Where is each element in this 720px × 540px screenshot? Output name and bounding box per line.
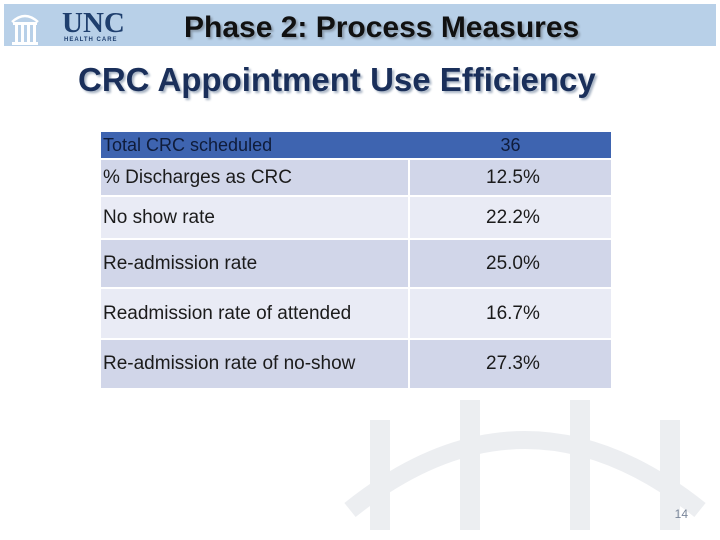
logo-subtext: HEALTH CARE bbox=[64, 37, 118, 43]
row-value: 25.0% bbox=[410, 239, 611, 289]
row-label: % Discharges as CRC bbox=[101, 159, 408, 197]
table-header-label: Total CRC scheduled bbox=[101, 132, 408, 160]
row-label: Re-admission rate of no-show bbox=[101, 339, 408, 390]
table-header-value: 36 bbox=[410, 132, 611, 160]
old-well-logo-icon bbox=[11, 14, 39, 45]
table-row: Readmission rate of attended 16.7% bbox=[101, 288, 611, 340]
row-label: Re-admission rate bbox=[101, 239, 408, 289]
header-bar: UNC HEALTH CARE Phase 2: Process Measure… bbox=[4, 4, 716, 46]
table-row: No show rate 22.2% bbox=[101, 196, 611, 240]
row-value: 22.2% bbox=[410, 196, 611, 240]
column-divider bbox=[408, 239, 410, 289]
column-divider bbox=[408, 159, 410, 197]
table-row: Re-admission rate of no-show 27.3% bbox=[101, 339, 611, 390]
slide-title: CRC Appointment Use Efficiency bbox=[78, 61, 596, 98]
row-value: 16.7% bbox=[410, 288, 611, 340]
logo-text: UNC bbox=[62, 7, 125, 39]
metrics-table: Total CRC scheduled 36 % Discharges as C… bbox=[101, 132, 611, 390]
page-number: 14 bbox=[674, 507, 688, 521]
table-row: Re-admission rate 25.0% bbox=[101, 239, 611, 289]
column-divider bbox=[408, 196, 410, 240]
row-label: No show rate bbox=[101, 196, 408, 240]
row-label: Readmission rate of attended bbox=[101, 288, 408, 340]
column-divider bbox=[408, 132, 410, 160]
old-well-watermark-icon bbox=[344, 400, 706, 530]
row-value: 27.3% bbox=[410, 339, 611, 390]
header-title: Phase 2: Process Measures bbox=[184, 11, 580, 44]
column-divider bbox=[408, 288, 410, 340]
table-row: % Discharges as CRC 12.5% bbox=[101, 159, 611, 197]
column-divider bbox=[408, 339, 410, 390]
row-value: 12.5% bbox=[410, 159, 611, 197]
table-header-row: Total CRC scheduled 36 bbox=[101, 132, 611, 160]
